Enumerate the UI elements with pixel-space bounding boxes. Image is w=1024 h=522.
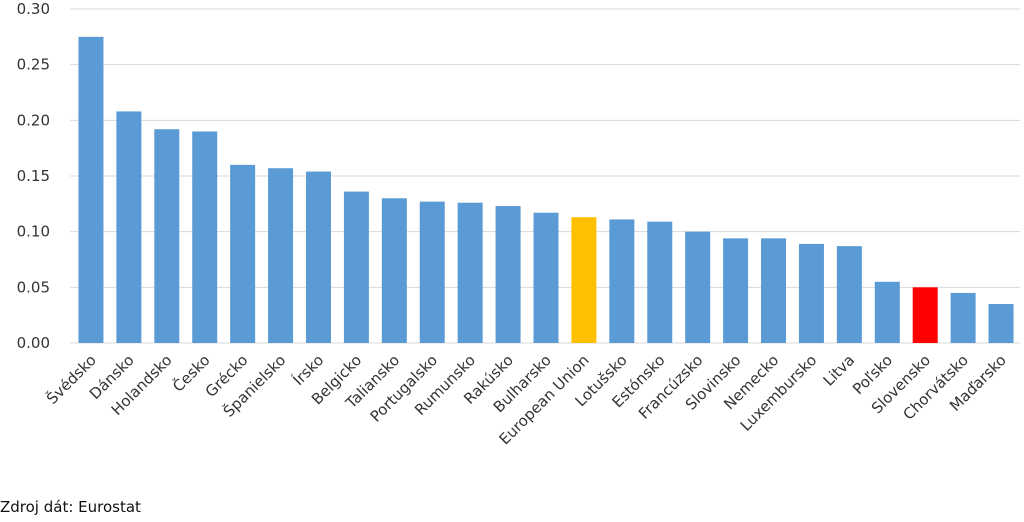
bar (533, 212, 559, 343)
bar (192, 131, 218, 343)
x-category-label: Švédsko (42, 350, 99, 407)
source-note: Zdroj dát: Eurostat (0, 498, 141, 516)
bar (988, 304, 1014, 343)
bar (685, 231, 711, 343)
y-tick-label: 0.05 (17, 278, 50, 296)
bar (836, 246, 862, 343)
bar (912, 287, 938, 343)
bar (723, 238, 749, 343)
bar (154, 129, 180, 343)
bar (381, 198, 407, 343)
y-tick-label: 0.20 (17, 111, 50, 129)
bar (230, 164, 256, 343)
y-tick-label: 0.30 (17, 0, 50, 18)
y-axis-tick-labels: 0.00 0.05 0.10 0.15 0.20 0.25 0.30 (17, 0, 50, 352)
bar-chart: 0.00 0.05 0.10 0.15 0.20 0.25 0.30 ŠvédskoDáns… (17, 0, 1020, 448)
x-axis-category-labels: ŠvédskoDánskoHolandskoČeskoGréckoŠpaniel… (42, 350, 1010, 448)
bar (305, 171, 331, 343)
bar (419, 201, 445, 343)
bar (571, 217, 597, 343)
y-tick-label: 0.15 (17, 167, 50, 185)
bar (761, 238, 787, 343)
bar (268, 168, 294, 343)
bar (647, 221, 673, 343)
bar (457, 202, 483, 343)
bar (950, 292, 976, 343)
y-tick-label: 0.00 (17, 334, 50, 352)
bar (798, 243, 824, 343)
bar (609, 219, 635, 343)
bar (495, 206, 521, 343)
bar (78, 36, 104, 343)
bar (116, 111, 142, 343)
y-tick-label: 0.10 (17, 223, 50, 241)
y-tick-label: 0.25 (17, 56, 50, 74)
bars (78, 36, 1014, 343)
bar (874, 281, 900, 343)
bar (343, 191, 369, 343)
